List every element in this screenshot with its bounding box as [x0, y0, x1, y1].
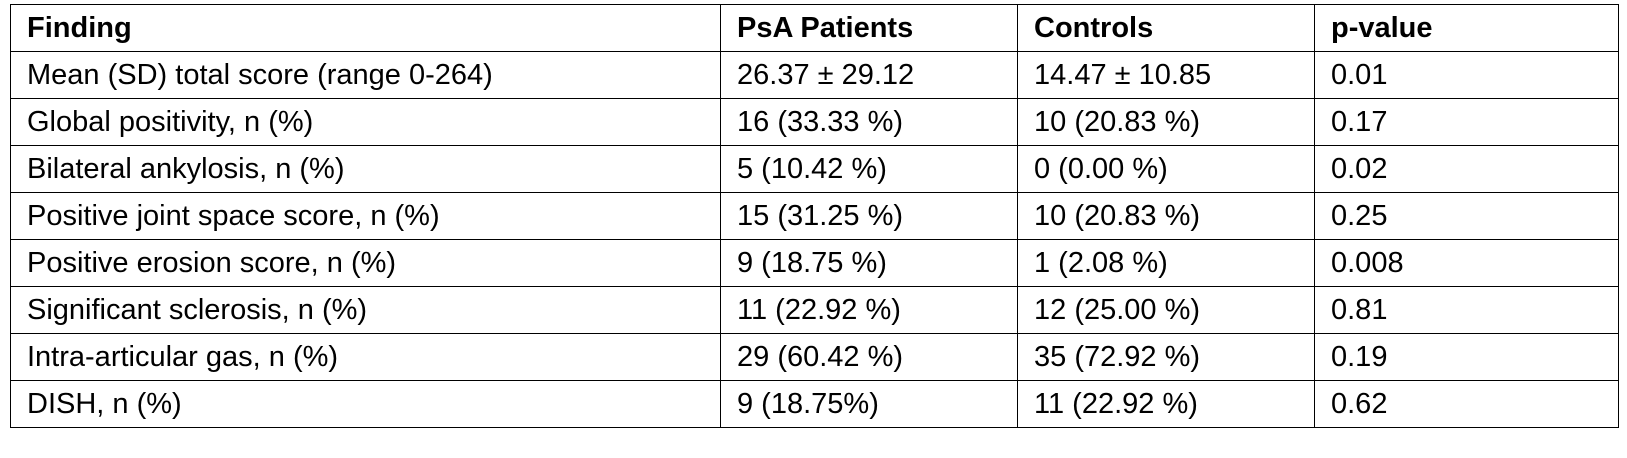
cell-controls: 12 (25.00 %) — [1017, 286, 1315, 334]
cell-psa-patients: 11 (22.92 %) — [720, 286, 1018, 334]
cell-finding: Intra-articular gas, n (%) — [10, 333, 721, 381]
cell-finding: DISH, n (%) — [10, 380, 721, 428]
cell-p-value: 0.17 — [1314, 98, 1619, 146]
table-row: Bilateral ankylosis, n (%) 5 (10.42 %) 0… — [10, 145, 1619, 193]
cell-finding: Significant sclerosis, n (%) — [10, 286, 721, 334]
cell-p-value: 0.008 — [1314, 239, 1619, 287]
cell-psa-patients: 29 (60.42 %) — [720, 333, 1018, 381]
cell-finding: Mean (SD) total score (range 0-264) — [10, 51, 721, 99]
table-row: Global positivity, n (%) 16 (33.33 %) 10… — [10, 98, 1619, 146]
cell-controls: 14.47 ± 10.85 — [1017, 51, 1315, 99]
cell-p-value: 0.01 — [1314, 51, 1619, 99]
cell-p-value: 0.19 — [1314, 333, 1619, 381]
cell-psa-patients: 16 (33.33 %) — [720, 98, 1018, 146]
table-row: Mean (SD) total score (range 0-264) 26.3… — [10, 51, 1619, 99]
cell-controls: 1 (2.08 %) — [1017, 239, 1315, 287]
cell-controls: 10 (20.83 %) — [1017, 192, 1315, 240]
table-container: Finding PsA Patients Controls p-value Me… — [10, 4, 1619, 428]
cell-finding: Positive joint space score, n (%) — [10, 192, 721, 240]
cell-finding: Bilateral ankylosis, n (%) — [10, 145, 721, 193]
cell-p-value: 0.62 — [1314, 380, 1619, 428]
cell-psa-patients: 15 (31.25 %) — [720, 192, 1018, 240]
header-controls: Controls — [1017, 4, 1315, 52]
cell-p-value: 0.81 — [1314, 286, 1619, 334]
cell-p-value: 0.02 — [1314, 145, 1619, 193]
table-row: Positive joint space score, n (%) 15 (31… — [10, 192, 1619, 240]
header-finding: Finding — [10, 4, 721, 52]
table-row: DISH, n (%) 9 (18.75%) 11 (22.92 %) 0.62 — [10, 380, 1619, 428]
cell-finding: Positive erosion score, n (%) — [10, 239, 721, 287]
cell-psa-patients: 5 (10.42 %) — [720, 145, 1018, 193]
cell-controls: 0 (0.00 %) — [1017, 145, 1315, 193]
table-row: Positive erosion score, n (%) 9 (18.75 %… — [10, 239, 1619, 287]
cell-controls: 10 (20.83 %) — [1017, 98, 1315, 146]
header-p-value: p-value — [1314, 4, 1619, 52]
cell-finding: Global positivity, n (%) — [10, 98, 721, 146]
cell-psa-patients: 9 (18.75 %) — [720, 239, 1018, 287]
findings-table: Finding PsA Patients Controls p-value Me… — [10, 4, 1619, 428]
table-row: Significant sclerosis, n (%) 11 (22.92 %… — [10, 286, 1619, 334]
cell-p-value: 0.25 — [1314, 192, 1619, 240]
table-row: Intra-articular gas, n (%) 29 (60.42 %) … — [10, 333, 1619, 381]
cell-controls: 11 (22.92 %) — [1017, 380, 1315, 428]
cell-psa-patients: 9 (18.75%) — [720, 380, 1018, 428]
cell-psa-patients: 26.37 ± 29.12 — [720, 51, 1018, 99]
table-header-row: Finding PsA Patients Controls p-value — [10, 4, 1619, 52]
header-psa-patients: PsA Patients — [720, 4, 1018, 52]
cell-controls: 35 (72.92 %) — [1017, 333, 1315, 381]
